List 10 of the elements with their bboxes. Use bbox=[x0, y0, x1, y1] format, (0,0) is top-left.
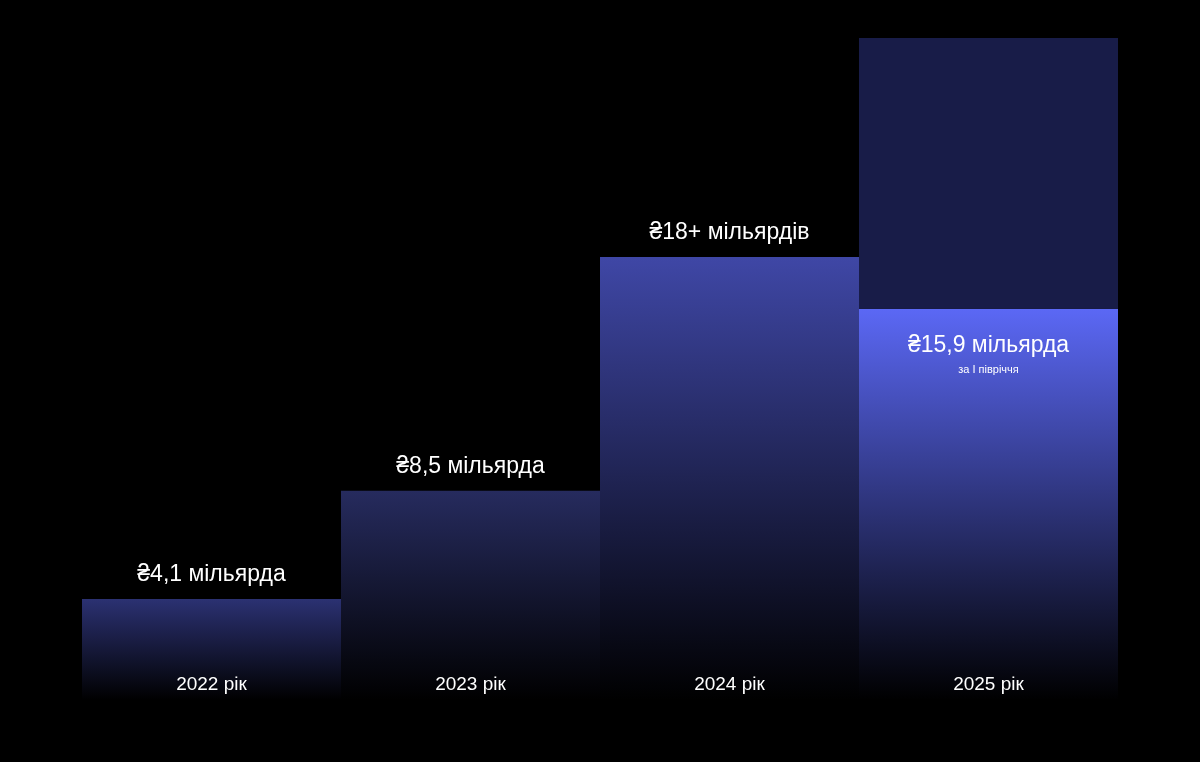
x-tick-label: 2023 рік bbox=[435, 672, 507, 694]
x-tick-label: 2024 рік bbox=[694, 672, 766, 694]
data-label: ₴4,1 мільярда bbox=[137, 560, 286, 587]
x-tick-label: 2025 рік bbox=[953, 672, 1025, 694]
bar bbox=[859, 38, 1118, 309]
x-tick-label: 2022 рік bbox=[176, 672, 248, 694]
annotation: за І півріччя bbox=[958, 362, 1019, 375]
data-label: ₴15,9 мільярда bbox=[907, 330, 1070, 357]
data-label: ₴18+ мільярдів bbox=[649, 218, 810, 245]
data-label: ₴8,5 мільярда bbox=[396, 451, 545, 478]
